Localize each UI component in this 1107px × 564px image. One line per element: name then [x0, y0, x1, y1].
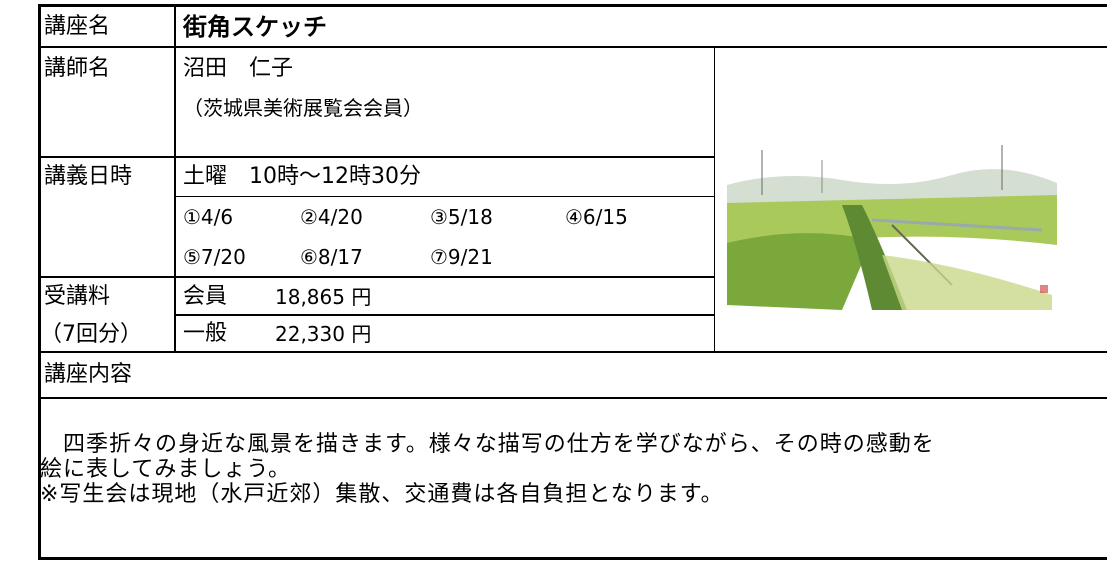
label-note: （7回分） — [40, 322, 142, 347]
affiliation: （茨城県美術展覧会会員） — [183, 96, 423, 120]
border — [38, 4, 1107, 7]
content-line: ※写生会は現地（水戸近郊）集散、交通費は各自負担となります。 — [40, 482, 724, 507]
course-title: 街角スケッチ — [183, 13, 327, 41]
content-line: 絵に表してみましょう。 — [40, 457, 292, 482]
landscape-sketch — [722, 125, 1062, 315]
border — [38, 156, 715, 158]
label: 講師名 — [44, 56, 111, 81]
border — [38, 351, 1107, 353]
border — [174, 4, 176, 353]
fee-type: 一般 — [183, 321, 228, 346]
border — [38, 4, 41, 560]
border — [38, 46, 1107, 48]
border — [175, 314, 715, 316]
border — [38, 276, 715, 278]
date: ⑥8/17 — [300, 245, 363, 269]
label: 受講料 — [44, 284, 111, 309]
date: ④6/15 — [565, 205, 628, 229]
label: 講義日時 — [44, 164, 133, 189]
border — [38, 397, 1107, 399]
date: ②4/20 — [300, 205, 363, 229]
fee-type: 会員 — [183, 284, 228, 309]
schedule-time: 土曜 10時～12時30分 — [183, 164, 421, 189]
fee-amount: 18,865 円 — [275, 285, 372, 309]
label: 講座内容 — [44, 362, 133, 387]
date: ③5/18 — [430, 205, 493, 229]
date: ⑦9/21 — [430, 245, 493, 269]
border — [38, 557, 1107, 560]
border — [714, 47, 715, 353]
date: ⑤7/20 — [183, 245, 246, 269]
border — [175, 196, 715, 197]
instructor-name: 沼田 仁子 — [183, 56, 294, 81]
fee-amount: 22,330 円 — [275, 322, 372, 346]
content-line: 四季折々の身近な風景を描きます。様々な描写の仕方を学びながら、その時の感動を — [40, 432, 935, 457]
date: ①4/6 — [183, 205, 234, 229]
label: 講座名 — [44, 14, 111, 39]
